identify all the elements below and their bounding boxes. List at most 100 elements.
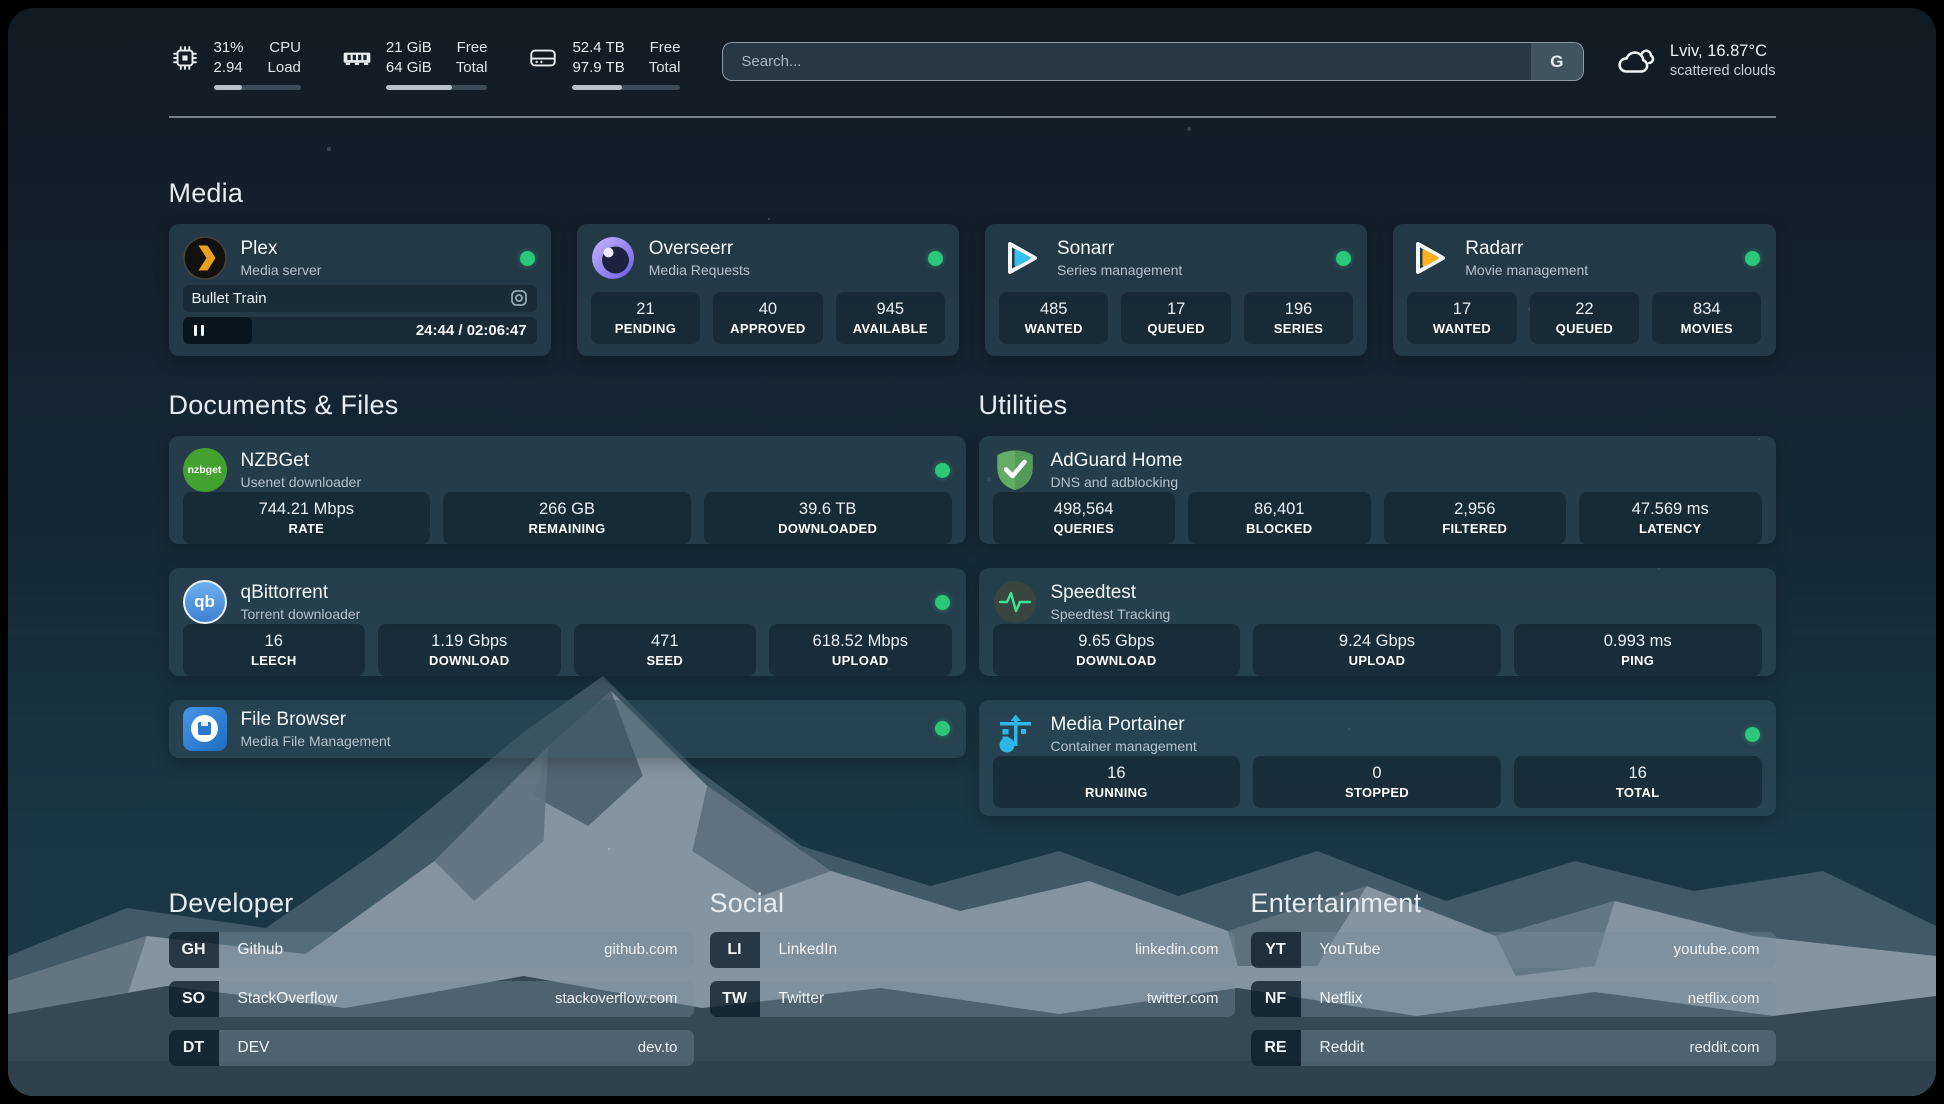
radarr-status-dot [1744,250,1760,266]
radarr-card[interactable]: Radarr Movie management 17 WANTED 22 QUEUE… [1393,223,1776,356]
stat-box: 2,956 FILTERED [1383,491,1566,544]
sonarr-status-dot [1336,250,1352,266]
speedtest-icon [993,580,1037,624]
search-input[interactable] [723,43,1531,80]
stat-label: RATE [288,520,325,536]
disk-progress-fill [572,85,623,90]
stat-value: 471 [650,631,679,650]
stat-value: 0.993 ms [1603,631,1672,650]
stat-box: 47.569 ms LATENCY [1579,491,1762,544]
bookmark-name: Reddit [1319,1038,1365,1056]
disk-icon [530,49,557,67]
top-bar: 31% 2.94 CPU Load [169,38,1776,90]
overseerr-card[interactable]: Overseerr Media Requests 21 PENDING 40 APP… [576,223,959,356]
stat-value: 47.569 ms [1631,499,1709,518]
radarr-subtitle: Movie management [1465,261,1589,278]
bookmark-netflix[interactable]: NF Netflix netflix.com [1250,980,1776,1017]
bookmark-url: reddit.com [1689,1039,1760,1056]
speedtest-card[interactable]: Speedtest Speedtest Tracking 9.65 Gbps DO… [978,567,1776,676]
bookmark-name: Github [237,940,284,958]
bookmark-youtube[interactable]: YT YouTube youtube.com [1250,931,1776,968]
bookmark-dev[interactable]: DT DEV dev.to [168,1029,694,1066]
plex-card[interactable]: Plex Media server Bullet Train 24:44 / 0… [168,223,551,356]
memory-label-bottom: Total [455,59,488,76]
qbittorrent-icon: qb [182,579,227,624]
adguard-card[interactable]: AdGuard Home DNS and adblocking 498,564 Q… [978,435,1776,544]
sonarr-title: Sonarr [1057,237,1115,259]
stat-value: 16 [264,631,283,650]
stat-label: WANTED [1024,320,1083,336]
stat-value: 16 [1107,763,1126,782]
sonarr-card[interactable]: Sonarr Series management 485 WANTED 17 QUE… [985,223,1368,356]
stat-label: PING [1621,652,1655,668]
stat-label: PENDING [614,320,677,336]
bookmark-reddit[interactable]: RE Reddit reddit.com [1250,1029,1776,1066]
stat-value: 9.24 Gbps [1338,631,1416,650]
plex-title: Plex [240,237,278,259]
stat-box: 86,401 BLOCKED [1188,491,1371,544]
bookmark-abbr: LI [709,931,760,968]
stat-box: 16 RUNNING [992,755,1241,808]
stat-value: 17 [1452,299,1472,318]
bookmark-twitter[interactable]: TW Twitter twitter.com [709,980,1235,1017]
snow-specks [8,8,10,10]
stat-label: APPROVED [730,320,806,336]
dashboard-screen: 31% 2.94 CPU Load [8,8,1936,1096]
bookmark-stackoverflow[interactable]: SO StackOverflow stackoverflow.com [168,980,694,1017]
filebrowser-card[interactable]: File Browser Media File Management [168,699,966,758]
cpu-progress-track [213,85,301,90]
memory-free: 21 GiB [385,39,432,56]
stat-label: DOWNLOADED [778,520,878,536]
stat-value: 1.19 Gbps [431,631,508,650]
stat-label: MOVIES [1680,320,1733,336]
stat-value: 39.6 TB [798,499,857,518]
bookmark-name: StackOverflow [237,989,338,1007]
bookmark-abbr: DT [168,1029,219,1066]
stat-box: 744.21 Mbps RATE [182,491,431,544]
stat-box: 9.65 Gbps DOWNLOAD [992,623,1241,676]
memory-label-top: Free [456,39,488,56]
bookmark-linkedin[interactable]: LI LinkedIn linkedin.com [709,931,1235,968]
entertainment-section-heading: Entertainment [1250,887,1422,918]
memory-progress-fill [385,85,452,90]
stat-label: REMAINING [528,520,606,536]
stat-value: 86,401 [1254,499,1305,518]
memory-progress-track [385,85,488,90]
portainer-icon [993,712,1037,756]
disk-free: 52.4 TB [572,39,625,56]
bookmark-abbr: SO [168,980,219,1017]
sonarr-subtitle: Series management [1057,261,1183,278]
bookmark-github[interactable]: GH Github github.com [168,931,694,968]
nzbget-title: NZBGet [240,449,310,471]
disk-label-top: Free [649,39,681,56]
stat-value: 196 [1284,299,1313,318]
qbittorrent-status-dot [934,594,950,610]
stat-label: QUEUED [1147,320,1205,336]
cpu-stat: 31% 2.94 CPU Load [169,38,301,90]
stat-label: WANTED [1432,320,1492,336]
stat-label: SERIES [1273,320,1324,336]
bookmark-url: github.com [604,941,678,958]
qbittorrent-subtitle: Torrent downloader [240,605,361,622]
stat-box: 16 LEECH [182,623,365,676]
plex-now-playing-title: Bullet Train [191,289,267,307]
nzbget-card[interactable]: nzbget NZBGet Usenet downloader 744.21 M… [168,435,966,544]
system-stats: 31% 2.94 CPU Load [169,38,681,90]
stat-label: UPLOAD [1348,652,1406,668]
media-grid: Plex Media server Bullet Train 24:44 / 0… [168,223,1776,356]
search-engine-button[interactable]: G [1530,43,1583,80]
overseerr-subtitle: Media Requests [648,261,750,278]
bookmark-name: Twitter [778,989,825,1007]
stat-value: 485 [1039,299,1068,318]
session-icon [510,290,527,306]
bookmark-name: LinkedIn [778,940,838,958]
stat-box: 0 STOPPED [1253,755,1501,808]
stat-label: LATENCY [1638,520,1702,536]
stat-value: 498,564 [1053,499,1114,518]
stat-label: UPLOAD [831,652,889,668]
stat-label: FILTERED [1442,520,1508,536]
qbittorrent-card[interactable]: qb qBittorrent Torrent downloader 16 LEEC… [168,567,966,676]
portainer-card[interactable]: Media Portainer Container management 16 R… [978,699,1776,816]
sonarr-icon [999,236,1043,280]
disk-progress-track [572,85,681,90]
